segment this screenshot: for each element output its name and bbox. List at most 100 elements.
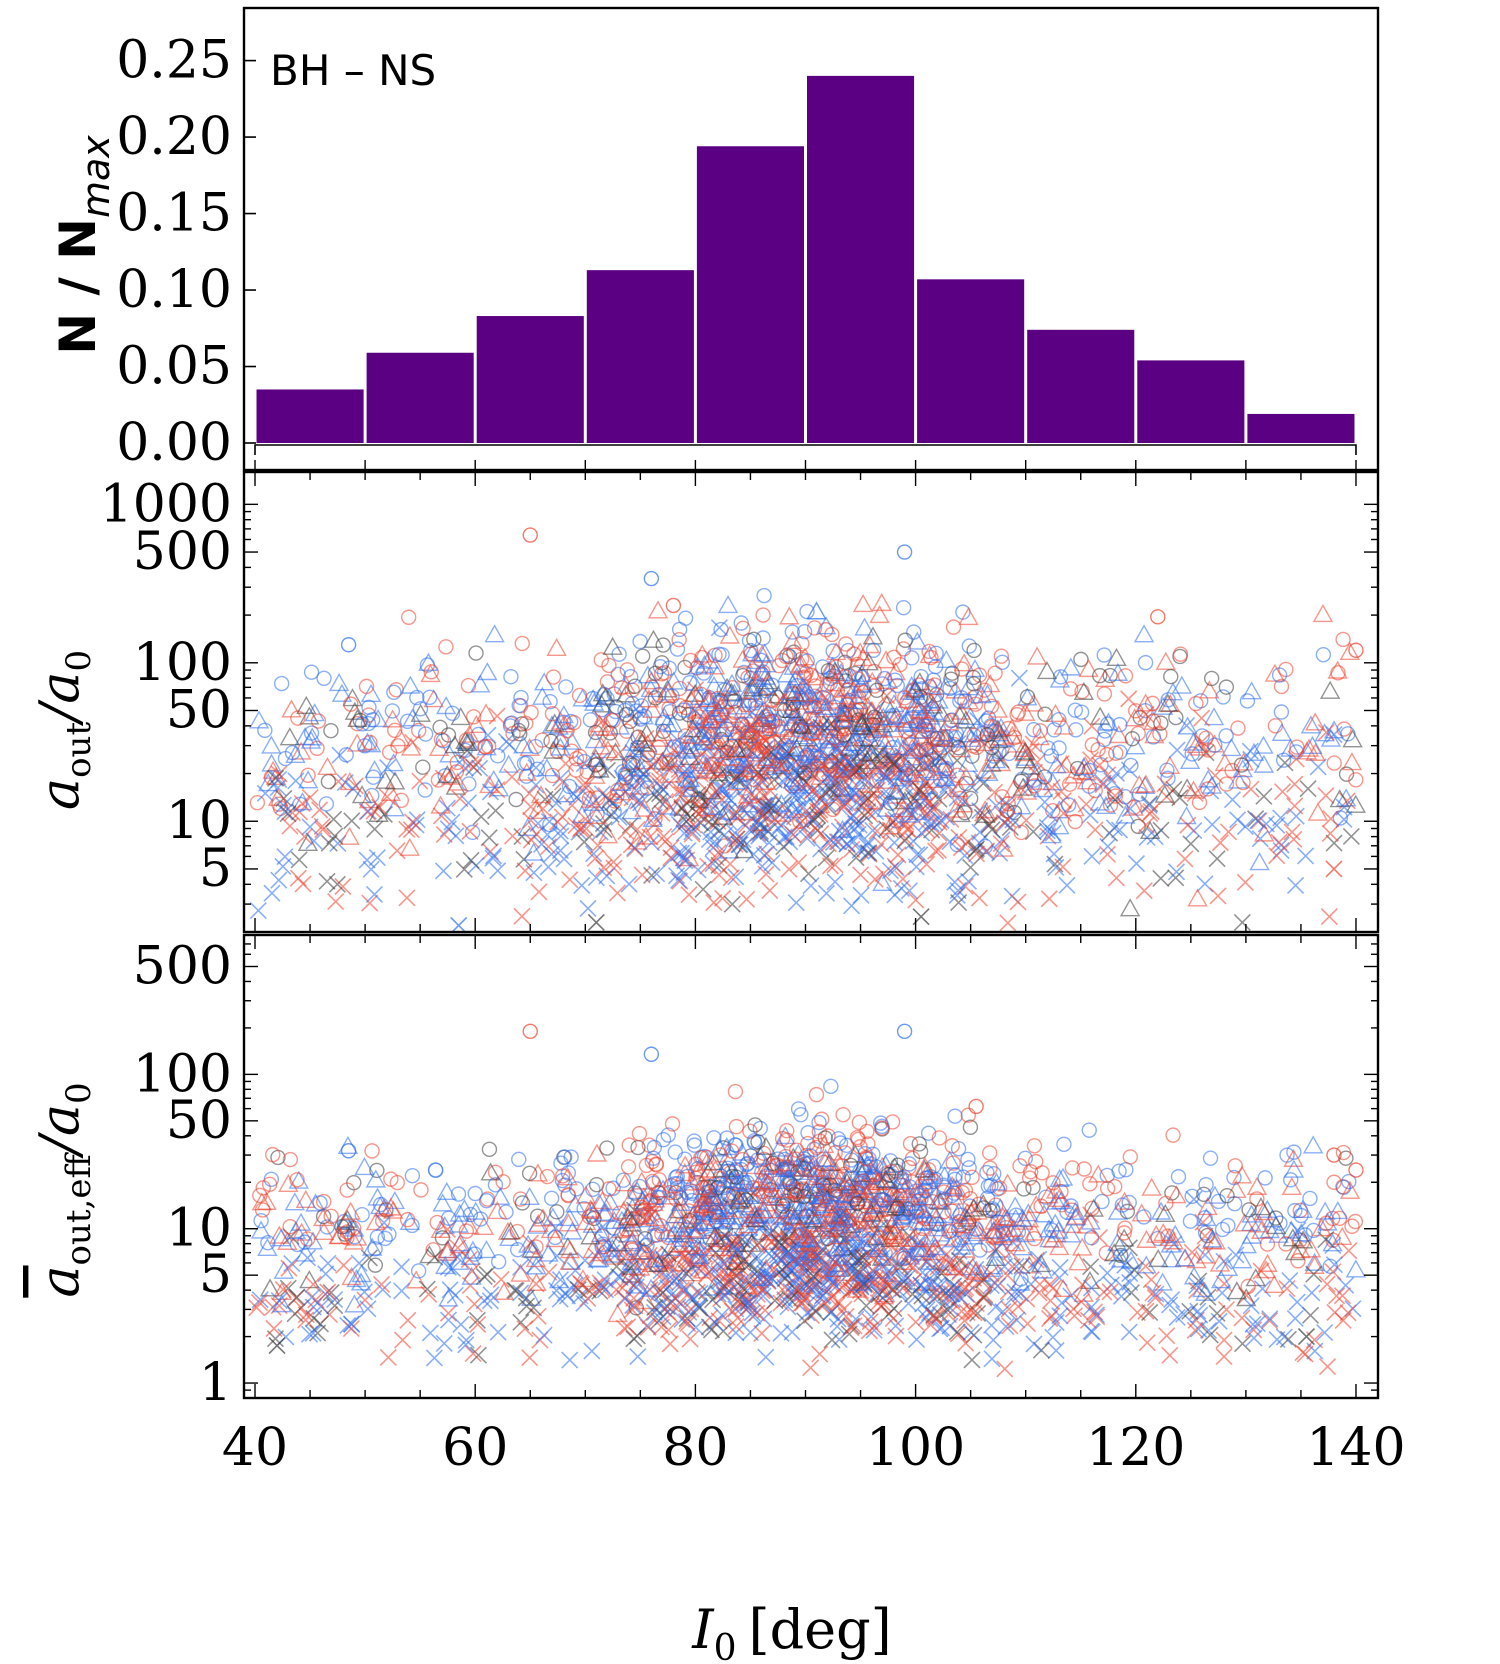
scatter-point [1253, 1280, 1272, 1298]
scatter-point [1017, 687, 1038, 706]
scatter-point [706, 760, 724, 778]
scatter-point [325, 810, 343, 828]
scatter-point [782, 739, 804, 758]
scatter-point [452, 1315, 470, 1334]
scatter-point [359, 802, 377, 820]
scatter-point [708, 702, 729, 721]
scatter-point [819, 1223, 835, 1240]
scatter-point [382, 709, 403, 728]
scatter-point [800, 1125, 816, 1141]
scatter-point [350, 1254, 368, 1272]
scatter-point [929, 841, 947, 859]
scatter-point [1191, 794, 1208, 811]
scatter-point [311, 801, 329, 819]
scatter-point [826, 1208, 848, 1227]
scatter-point [1171, 675, 1193, 694]
scatter-point [806, 811, 824, 829]
scatter-point [1052, 1278, 1074, 1298]
scatter-point [784, 825, 802, 844]
scatter-point [946, 799, 967, 818]
scatter-point [856, 807, 874, 825]
scatter-point [331, 683, 353, 702]
scatter-point [885, 709, 906, 728]
scatter-point [519, 1186, 540, 1206]
scatter-frame [242, 470, 1380, 934]
scatter-point [1083, 847, 1101, 865]
scatter-point [642, 834, 661, 852]
scatter-point [523, 842, 544, 861]
scatter-point [691, 765, 709, 783]
scatter-point [642, 1199, 660, 1217]
scatter-point [319, 1254, 337, 1272]
scatter-point [519, 737, 540, 757]
scatter-point [902, 1136, 919, 1152]
scatter-point [746, 631, 762, 648]
scatter-point [1121, 1273, 1139, 1291]
scatter-point [591, 1243, 613, 1262]
scatter-point [962, 1119, 979, 1135]
scatter-point [1036, 793, 1054, 811]
scatter-point [734, 1252, 752, 1270]
scatter-point [922, 1242, 943, 1261]
scatter-point [411, 772, 429, 790]
scatter-point [700, 831, 718, 849]
scatter-point [947, 1108, 963, 1124]
scatter-point [444, 735, 465, 754]
histogram-bar [696, 146, 804, 444]
scatter-point [589, 759, 610, 778]
scatter-point [278, 1173, 299, 1193]
scatter-point [388, 842, 406, 860]
scatter-point [661, 764, 682, 783]
scatter-point [1280, 738, 1301, 757]
scatter-point [1040, 890, 1058, 908]
scatter-point [847, 1310, 865, 1328]
scatter-point [847, 783, 865, 802]
scatter-point [1026, 1230, 1043, 1247]
scatter-point [998, 810, 1017, 828]
scatter-point [1253, 754, 1275, 773]
scatter-point [1111, 1163, 1127, 1179]
scatter-point [681, 1330, 699, 1348]
scatter-point [740, 759, 761, 778]
scatter-point [1137, 1302, 1155, 1320]
scatter-point [713, 1306, 731, 1324]
scatter-point [836, 669, 853, 685]
scatter-point [954, 1184, 971, 1201]
scatter-point [1203, 815, 1221, 834]
scatter-point [735, 620, 751, 637]
scatter-point [1197, 1197, 1218, 1216]
scatter-point [383, 1171, 399, 1187]
scatter-point [1167, 869, 1185, 887]
scatter-point [967, 845, 986, 863]
scatter-point [995, 1224, 1017, 1243]
scatter-point [804, 1299, 823, 1317]
scatter-point [790, 766, 808, 784]
scatter-point [896, 709, 918, 729]
scatter-point [498, 754, 519, 773]
histogram-bar [1137, 360, 1245, 443]
scatter-point [660, 1245, 678, 1263]
scatter-point [440, 766, 462, 785]
scatter-point [786, 1251, 804, 1269]
scatter-point [728, 739, 749, 759]
scatter-point [786, 1186, 803, 1203]
scatter-point [251, 1192, 273, 1211]
scatter-point [942, 1223, 958, 1239]
scatter-point [915, 1281, 933, 1299]
scatter-point [1065, 1307, 1084, 1325]
scatter-point [930, 790, 948, 808]
scatter-point [546, 637, 567, 656]
scatter-point [1110, 821, 1129, 839]
scatter-point [1302, 1135, 1324, 1154]
scatter-point [289, 1172, 305, 1188]
scatter-point [736, 696, 753, 713]
scatter-point [1218, 776, 1235, 792]
scatter-point [621, 1137, 637, 1153]
scatter-point [851, 1114, 868, 1131]
scatter-point [1073, 704, 1090, 720]
scatter-point [966, 1260, 987, 1279]
scatter-point [737, 1215, 759, 1234]
scatter-point [715, 826, 734, 844]
scatter-point [617, 822, 635, 840]
scatter-point [751, 1267, 772, 1286]
